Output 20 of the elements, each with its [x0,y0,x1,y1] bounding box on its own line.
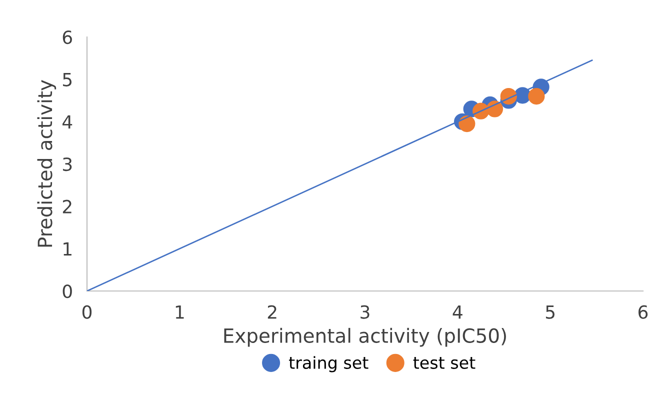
x-tick-label: 5 [546,305,554,319]
x-tick-label: 1 [176,305,184,319]
y-tick-label: 0 [62,284,72,298]
x-tick-label: 2 [268,305,276,319]
y-tick-label: 3 [63,157,72,172]
y-tick-label: 5 [63,73,72,86]
legend-label: traing set [288,356,368,372]
y-tick-label: 1 [64,242,72,256]
y-tick-label: 4 [62,115,72,129]
y-tick-label: 2 [62,200,72,214]
x-tick-label: 6 [638,305,648,319]
point [528,88,545,105]
x-tick-label: 3 [360,305,370,319]
x-tick-label: 4 [452,305,462,319]
x-axis-title: Experimental activity (pIC50) [224,328,506,347]
legend-label: test set [413,357,476,369]
x-tick-label: 0 [82,305,92,319]
y-axis-title: Predicted activity [37,80,56,247]
y-tick-label: 6 [62,30,72,44]
point [458,115,476,132]
